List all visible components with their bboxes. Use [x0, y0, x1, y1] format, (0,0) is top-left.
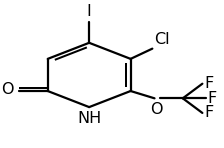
Text: F: F [205, 76, 214, 91]
Text: F: F [208, 91, 217, 106]
Text: NH: NH [77, 111, 101, 127]
Text: O: O [151, 102, 163, 117]
Text: I: I [87, 4, 92, 19]
Text: O: O [2, 82, 14, 97]
Text: Cl: Cl [155, 32, 170, 47]
Text: F: F [205, 105, 214, 120]
